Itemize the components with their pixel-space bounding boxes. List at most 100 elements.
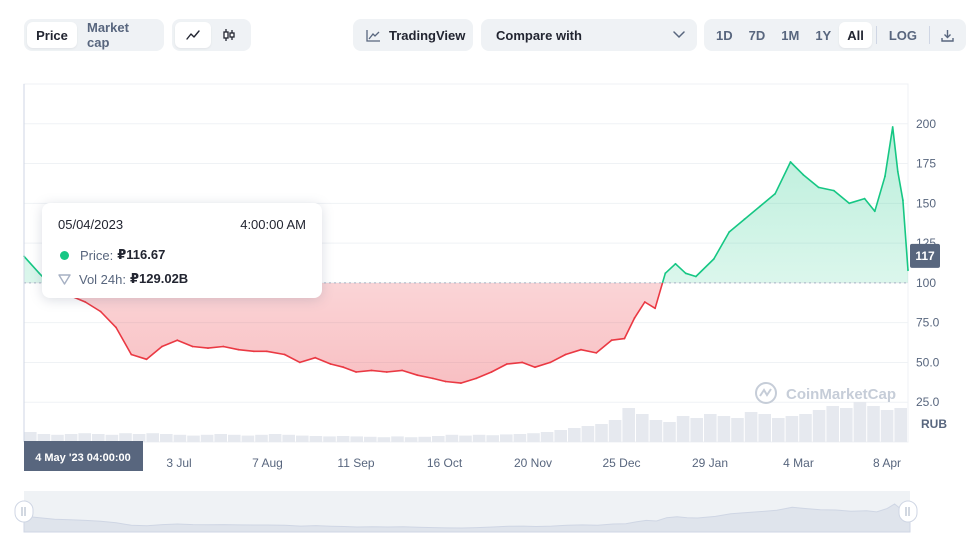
price-point [863,197,866,200]
price-point [84,301,87,303]
price-point [145,358,148,361]
volume-bar [527,433,540,442]
price-point [176,339,179,342]
volume-bar [160,434,173,442]
chart-style-toggle [172,19,251,51]
price-point [161,345,163,348]
download-button[interactable] [934,29,960,42]
tooltip-header: 05/04/2023 4:00:00 AM [58,217,306,232]
price-point [891,126,894,128]
tooltip-volume-value: ₽129.02B [130,271,189,286]
tooltip-price-value: ₽116.67 [117,247,166,262]
volume-bar [404,437,418,442]
volume-bar [840,408,853,442]
price-point [314,356,317,359]
chevron-down-icon [673,31,685,39]
price-point [342,366,345,369]
volume-bar [119,433,132,442]
tab-market-cap[interactable]: Market cap [87,20,129,50]
line-chart-button[interactable] [175,22,211,48]
price-point [743,218,746,221]
price-point [385,371,388,373]
x-tick-label: 25 Dec [602,456,640,470]
price-point [833,189,835,192]
price-point [370,369,373,372]
divider [875,26,877,44]
price-point [674,262,677,265]
range-7d[interactable]: 7D [748,27,766,43]
tradingview-button[interactable]: TradingView [353,19,473,51]
price-chart[interactable]: CoinMarketCap 25.0 50.0 75.0 100 125 150 175 20… [0,70,977,558]
volume-bar [486,435,499,442]
compare-with-dropdown[interactable]: Compare with [481,19,697,51]
volume-bar [24,432,37,442]
range-1m[interactable]: 1M [781,27,800,43]
tooltip-date: 05/04/2023 [58,217,124,232]
volume-bar [418,436,431,442]
candlestick-button[interactable] [211,22,247,48]
current-price-badge: 117 [910,243,940,268]
price-point [191,345,194,348]
volume-bar [880,410,894,442]
y-tick-label: 50.0 [916,355,940,369]
log-toggle[interactable]: LOG [888,27,918,43]
tooltip-volume-row: Vol 24h: ₽129.02B [58,267,306,291]
y-tick-label: 75.0 [916,316,940,330]
price-point [253,350,255,353]
volume-bar [799,414,812,442]
watermark-text: CoinMarketCap [786,386,896,403]
volume-bar [540,432,554,442]
range-1y[interactable]: 1Y [815,27,832,43]
range-all[interactable]: All [839,22,872,48]
price-point [695,275,697,278]
volume-bar [595,424,608,442]
price-point [265,350,268,353]
range-1d[interactable]: 1D [716,27,733,43]
time-range-selector: 1D 7D 1M 1Y All LOG [704,19,966,51]
volume-bar [241,435,255,442]
price-point [506,363,508,365]
price-point [130,353,133,356]
volume-bar [214,434,227,442]
price-point [789,161,792,163]
line-chart-icon [186,30,200,40]
price-point [817,186,820,189]
y-tick-label: 175 [916,157,936,171]
volume-bar [445,434,459,442]
navigator-handle-left[interactable] [14,500,34,523]
volume-bar [200,434,214,442]
volume-bar [704,414,717,442]
y-tick-label: 25.0 [916,395,940,409]
volume-bar [92,434,105,442]
x-tick-label: 16 Oct [427,456,463,470]
volume-bar [717,416,731,442]
volume-bar [608,420,622,442]
price-point [580,348,582,351]
navigator-handle-right[interactable] [898,500,918,523]
chart-trend-icon [366,29,380,42]
current-price-badge-bg [910,243,940,268]
x-tick-label: 4 Mar [783,456,814,470]
volume-bar [554,430,567,442]
volume-bar [78,433,91,442]
price-point [460,382,462,384]
volume-bar [391,436,404,442]
x-axis: 3 Jul 7 Aug 11 Sep 16 Oct 20 Nov 25 Dec 29 Jan… [166,456,901,470]
price-point [355,371,357,373]
volume-bar [51,434,64,442]
volume-bar [350,436,363,442]
svg-text:4 May '23 04:00:00: 4 May '23 04:00:00 [35,452,131,464]
price-point [475,377,478,380]
view-toggle: Price Market cap [24,19,164,51]
price-dot-icon [60,250,69,260]
navigator[interactable] [14,491,918,533]
tab-price[interactable]: Price [27,22,77,48]
volume-bar [282,434,295,442]
volume-bar [826,406,839,442]
price-chart-svg: CoinMarketCap 25.050.075.010012515017520… [14,83,947,533]
volume-bar [853,402,867,442]
price-point [643,301,646,303]
price-point [283,353,286,356]
volume-bar [500,434,513,442]
